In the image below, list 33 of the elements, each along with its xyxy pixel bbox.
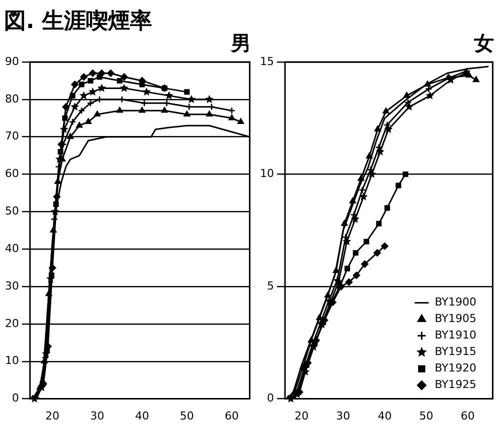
legend-label: BY1925 (434, 378, 476, 392)
y-tick-label: 0 (266, 392, 274, 405)
legend-label: BY1905 (434, 312, 476, 326)
y-tick-label: 20 (4, 316, 19, 330)
y-tick-label: 80 (4, 92, 19, 106)
x-tick-label: 50 (180, 409, 194, 422)
y-tick-label: 10 (260, 167, 274, 180)
chart-title: 女 (474, 30, 494, 57)
y-tick-label: 5 (266, 279, 274, 292)
chart-subtitle: 男 (231, 30, 251, 57)
y-tick-label: 10 (4, 354, 19, 368)
y-tick-label: 15 (260, 54, 274, 68)
legend-label: BY1915 (434, 345, 476, 358)
chart-title: 図. 生涯喫煙率 (4, 8, 152, 36)
y-tick-label: 30 (4, 279, 19, 292)
y-tick-label: 60 (4, 167, 19, 180)
legend-label: BY1900 (434, 296, 476, 309)
x-tick-label: 30 (90, 409, 104, 422)
x-tick-label: 50 (419, 409, 434, 422)
y-tick-label: 40 (4, 242, 19, 255)
legend-label: BY1920 (434, 362, 476, 375)
x-tick-label: 60 (460, 409, 475, 422)
x-tick-label: 30 (336, 409, 350, 422)
x-tick-label: 40 (135, 409, 150, 422)
x-tick-label: 40 (378, 409, 392, 422)
y-tick-label: 70 (4, 130, 19, 143)
y-tick-label: 0 (12, 392, 19, 405)
x-tick-label: 20 (45, 409, 60, 422)
x-tick-label: 60 (224, 409, 239, 422)
y-tick-label: 90 (4, 54, 19, 68)
legend-label: BY1910 (434, 328, 476, 342)
y-tick-label: 50 (4, 204, 19, 218)
x-tick-label: 20 (294, 409, 309, 422)
